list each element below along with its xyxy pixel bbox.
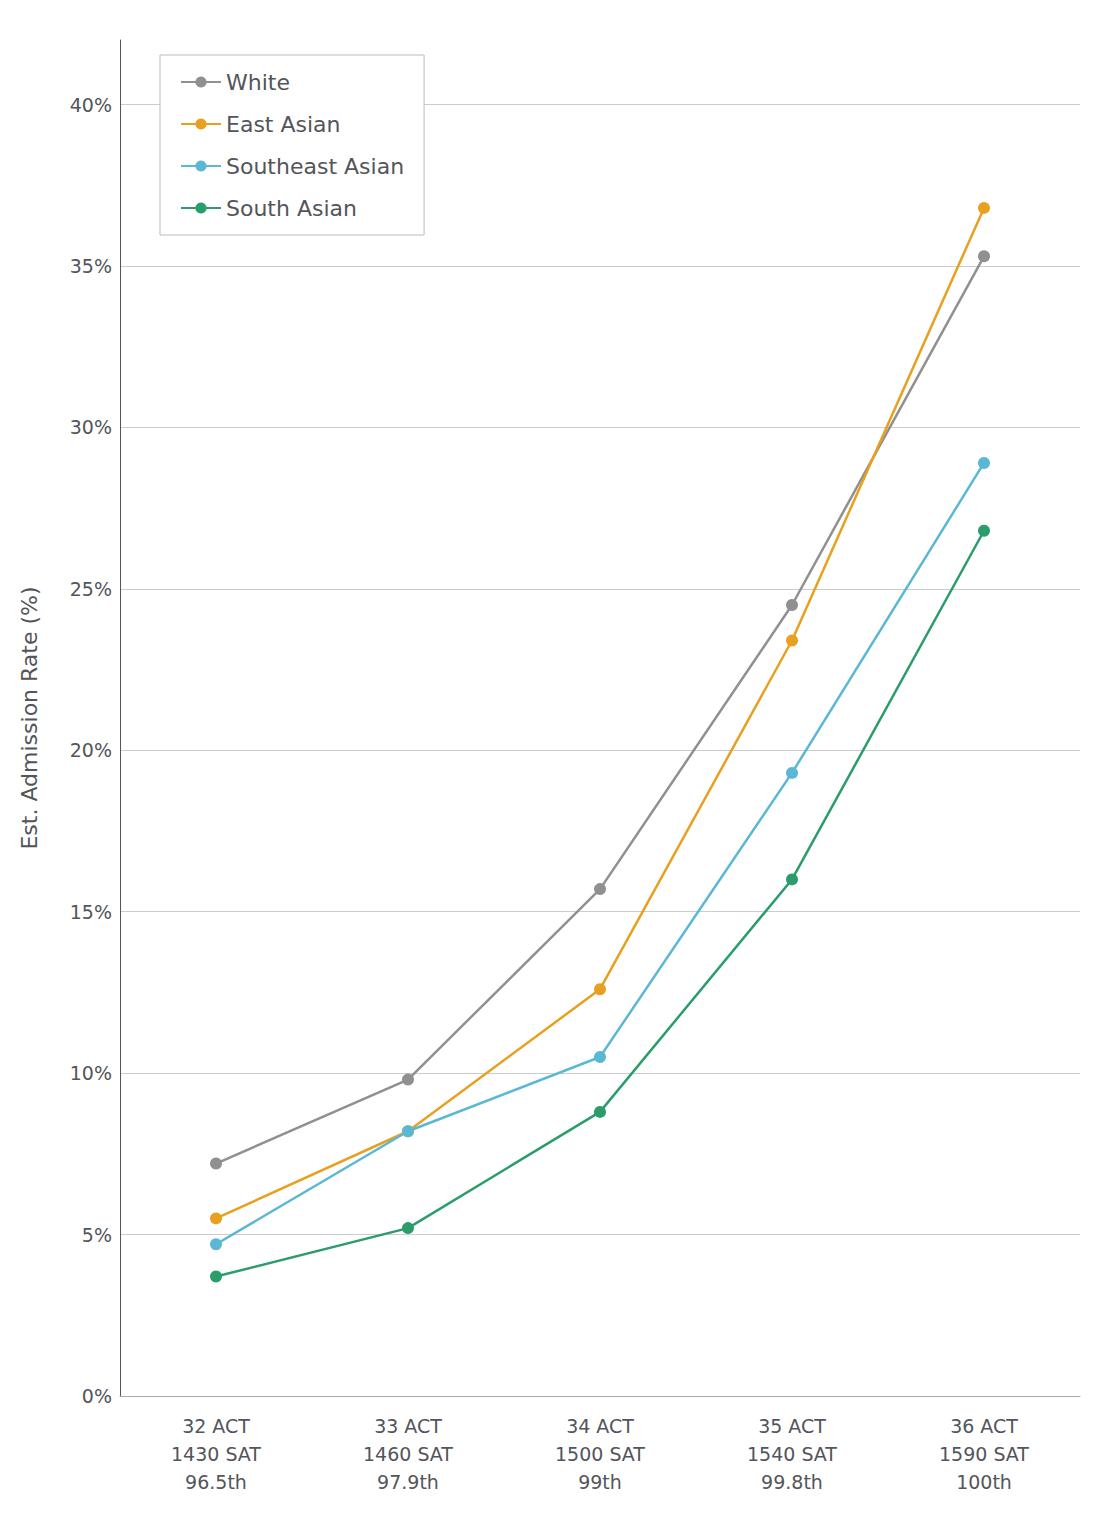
svg-text:1460 SAT: 1460 SAT: [363, 1443, 453, 1465]
svg-text:34 ACT: 34 ACT: [566, 1415, 634, 1437]
svg-text:30%: 30%: [70, 416, 112, 438]
svg-text:35%: 35%: [70, 255, 112, 277]
svg-text:32 ACT: 32 ACT: [182, 1415, 250, 1437]
svg-text:36 ACT: 36 ACT: [950, 1415, 1018, 1437]
svg-text:40%: 40%: [70, 94, 112, 116]
svg-text:1430 SAT: 1430 SAT: [171, 1443, 261, 1465]
svg-text:99.8th: 99.8th: [761, 1471, 823, 1493]
svg-text:35 ACT: 35 ACT: [758, 1415, 826, 1437]
svg-text:Southeast Asian: Southeast Asian: [226, 154, 404, 179]
svg-text:0%: 0%: [82, 1385, 112, 1407]
svg-text:Est. Admission Rate (%): Est. Admission Rate (%): [17, 586, 42, 849]
svg-text:East Asian: East Asian: [226, 112, 341, 137]
svg-text:20%: 20%: [70, 739, 112, 761]
svg-text:5%: 5%: [82, 1224, 112, 1246]
svg-text:10%: 10%: [70, 1062, 112, 1084]
svg-text:1500 SAT: 1500 SAT: [555, 1443, 645, 1465]
svg-text:White: White: [226, 70, 290, 95]
svg-text:South Asian: South Asian: [226, 196, 357, 221]
svg-text:15%: 15%: [70, 901, 112, 923]
svg-text:97.9th: 97.9th: [377, 1471, 439, 1493]
svg-text:99th: 99th: [578, 1471, 622, 1493]
svg-text:33 ACT: 33 ACT: [374, 1415, 442, 1437]
svg-text:1540 SAT: 1540 SAT: [747, 1443, 837, 1465]
svg-text:1590 SAT: 1590 SAT: [939, 1443, 1029, 1465]
svg-text:25%: 25%: [70, 578, 112, 600]
svg-text:100th: 100th: [956, 1471, 1012, 1493]
svg-text:96.5th: 96.5th: [185, 1471, 247, 1493]
